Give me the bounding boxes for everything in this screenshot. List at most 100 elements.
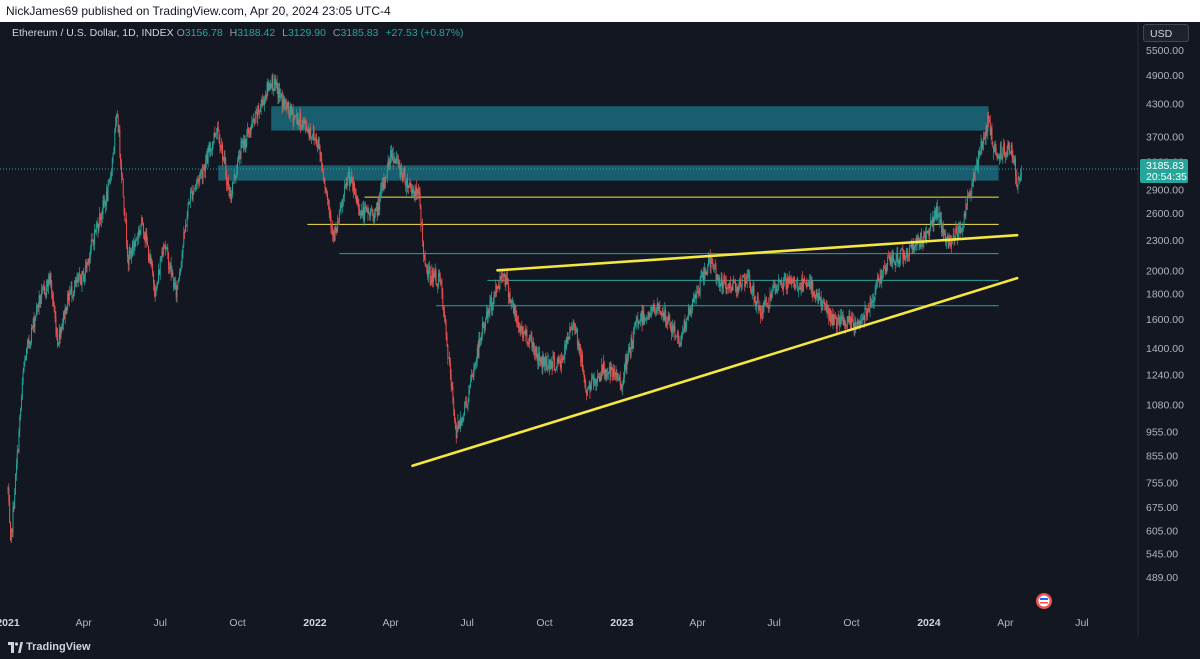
candle-body xyxy=(793,277,794,283)
candle-body xyxy=(179,271,181,279)
candle-body xyxy=(693,300,695,303)
candle-body xyxy=(609,367,611,377)
candle-body xyxy=(507,283,509,298)
candle-body xyxy=(610,366,612,377)
candle-body xyxy=(598,377,600,378)
candle-body xyxy=(878,278,880,282)
candle-body xyxy=(486,311,488,318)
candle-body xyxy=(349,181,351,186)
currency-button[interactable]: USD xyxy=(1143,24,1189,42)
candle-body xyxy=(422,223,424,242)
candle-body xyxy=(267,83,269,91)
candle-body xyxy=(809,281,810,288)
candle-body xyxy=(857,320,859,325)
price-chart[interactable]: 5500.004900.004300.003700.003300.002900.… xyxy=(0,22,1200,636)
candle-body xyxy=(23,363,25,373)
candle-body xyxy=(141,217,143,227)
candle-body xyxy=(213,133,215,142)
price-badge-countdown: 20:54:35 xyxy=(1146,171,1187,183)
candle-body xyxy=(438,272,440,286)
candle-body xyxy=(579,348,581,351)
candle-body xyxy=(930,220,932,226)
candle-body xyxy=(123,196,125,212)
candle-body xyxy=(940,218,942,225)
candle-body xyxy=(840,316,842,320)
candle-body xyxy=(272,75,274,91)
candle-body xyxy=(944,234,946,236)
high-value: 3188.42 xyxy=(237,27,276,39)
candle-body xyxy=(662,313,664,317)
footer-brand[interactable]: TradingView xyxy=(26,641,91,653)
candle-body xyxy=(998,155,1000,157)
candle-body xyxy=(616,372,618,380)
flag-icon[interactable] xyxy=(1036,593,1052,609)
candle-body xyxy=(771,292,773,299)
tradingview-logo-icon[interactable] xyxy=(8,642,23,653)
candle-body xyxy=(835,316,837,329)
candle-body xyxy=(391,153,393,158)
candle-body xyxy=(147,242,149,246)
candle-body xyxy=(400,168,402,176)
candle-body xyxy=(139,229,141,235)
resistance-zone[interactable] xyxy=(271,106,989,131)
candle-body xyxy=(813,292,815,296)
candle-body xyxy=(356,197,358,204)
candle-body xyxy=(718,277,720,281)
candle-body xyxy=(704,267,706,275)
candle-body xyxy=(591,378,593,384)
candle-body xyxy=(657,303,659,310)
candle-body xyxy=(185,225,187,226)
candle-body xyxy=(671,326,672,333)
candle-body xyxy=(338,209,340,222)
candle-body xyxy=(668,316,670,321)
candle-body xyxy=(133,245,135,250)
candle-body xyxy=(721,277,723,288)
candle-body xyxy=(166,247,168,249)
candle-body xyxy=(417,188,419,194)
candle-body xyxy=(39,296,41,304)
candle-body xyxy=(661,312,663,317)
candle-body xyxy=(1004,143,1006,157)
candle-body xyxy=(391,150,392,158)
candle-body xyxy=(257,105,259,119)
candle-body xyxy=(63,311,64,324)
candle-body xyxy=(753,285,755,300)
candle-body xyxy=(816,290,818,296)
candle-body xyxy=(773,286,775,288)
candle-body xyxy=(36,305,38,307)
candle-body xyxy=(976,159,978,168)
candle-body xyxy=(606,375,608,378)
candle-body xyxy=(747,275,749,277)
candle-body xyxy=(388,160,390,165)
candle-body xyxy=(726,288,728,294)
candle-body xyxy=(77,279,79,281)
candle-body xyxy=(96,223,98,226)
chart-area[interactable]: 5500.004900.004300.003700.003300.002900.… xyxy=(0,22,1200,636)
candle-body xyxy=(95,225,97,233)
resistance-zone[interactable] xyxy=(218,165,999,181)
candle-body xyxy=(17,451,19,452)
candle-body xyxy=(447,345,449,359)
candle-body xyxy=(541,357,543,369)
candle-body xyxy=(460,418,462,426)
candle-body xyxy=(91,239,93,241)
trendline[interactable] xyxy=(411,276,1019,468)
candle-body xyxy=(47,280,48,287)
candle-body xyxy=(549,360,551,369)
candle-body xyxy=(534,348,535,355)
symbol-title[interactable]: Ethereum / U.S. Dollar, 1D, INDEX xyxy=(12,27,174,39)
candle-body xyxy=(659,305,661,312)
candle-body xyxy=(983,136,985,139)
candle-body xyxy=(138,231,140,235)
candle-body xyxy=(782,285,783,290)
candle-body xyxy=(650,312,652,314)
candle-body xyxy=(762,305,764,314)
candle-body xyxy=(15,463,17,475)
trendline[interactable] xyxy=(496,233,1019,272)
candle-body xyxy=(496,285,498,290)
candle-body xyxy=(168,253,170,269)
candle-body xyxy=(539,360,541,363)
candle-body xyxy=(422,241,424,255)
candle-body xyxy=(798,288,799,291)
candle-body xyxy=(720,277,722,286)
